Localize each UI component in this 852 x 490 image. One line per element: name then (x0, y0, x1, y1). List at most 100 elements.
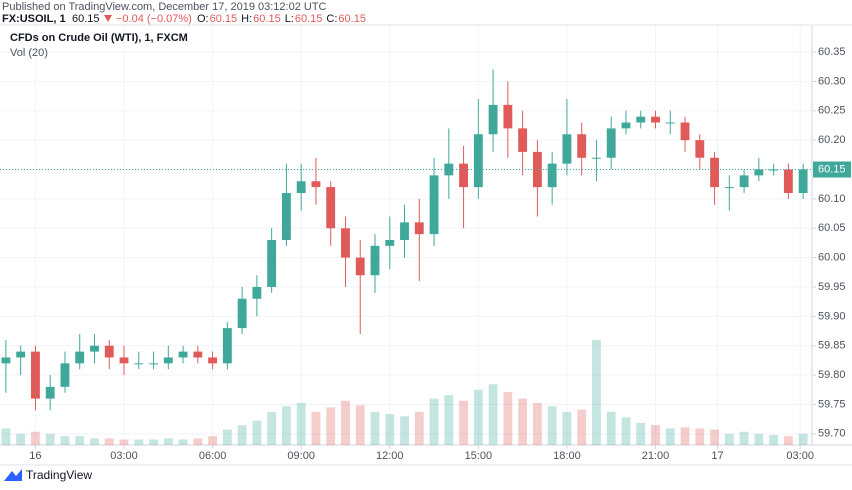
candle-body (104, 345, 114, 358)
candle-body (651, 116, 660, 123)
candle-body (695, 140, 705, 158)
logo (4, 469, 22, 481)
candle-body (370, 245, 380, 276)
candle-body (562, 134, 572, 164)
candle-body (783, 169, 793, 193)
x-tick-label: 09:00 (287, 450, 315, 462)
candle-body (680, 122, 690, 141)
volume-bar (1, 428, 11, 445)
volume-bar (326, 407, 336, 445)
y-tick-label: 60.05 (818, 222, 846, 234)
volume-bar (798, 433, 808, 445)
candle-body (134, 363, 144, 365)
candle-body (444, 163, 454, 176)
volume-bar (651, 425, 660, 445)
x-tick-label: 15:00 (465, 450, 493, 462)
candle-body (414, 222, 424, 235)
volume-bar (769, 435, 779, 445)
y-tick-label: 59.80 (818, 369, 846, 381)
volume-bar (444, 395, 454, 445)
volume-bar (90, 438, 99, 445)
volume-bar (75, 436, 85, 445)
candle-body (31, 351, 40, 399)
y-tick-label: 60.30 (818, 75, 846, 87)
y-tick-label: 59.75 (818, 398, 846, 410)
candle-body (252, 286, 262, 299)
candle-body (488, 104, 498, 135)
volume-bar (149, 439, 158, 445)
candle-body (385, 239, 395, 246)
volume-bar (695, 428, 705, 445)
ohlc-value: 60.15 (295, 13, 323, 25)
x-tick-label: 03:00 (786, 450, 814, 462)
candle-body (665, 122, 675, 124)
candle-body (769, 169, 779, 171)
volume-bar (400, 416, 409, 445)
last-price: 60.15 (72, 13, 100, 25)
volume-bar (503, 391, 513, 445)
candle-body (60, 363, 70, 387)
volume-bar (104, 438, 114, 445)
published: Published on TradingView.com, December 1… (2, 1, 327, 13)
volume-bar (532, 403, 542, 445)
volume-bar (193, 438, 203, 445)
volume-bar (429, 398, 439, 445)
brand: TradingView (26, 468, 92, 482)
volume-bar (267, 411, 277, 445)
candle-body (193, 351, 203, 358)
change: −0.04 (−0.07%) (116, 13, 192, 25)
candle-body (592, 157, 601, 159)
candle-body (798, 169, 808, 193)
ohlc-label: O: (197, 13, 209, 25)
x-tick-label: 18:00 (553, 450, 581, 462)
candle-body (606, 128, 616, 158)
candle-body (296, 181, 306, 193)
y-tick-label: 59.85 (818, 340, 846, 352)
candle-body (119, 357, 129, 364)
symbol: FX:USOIL, 1 (2, 13, 66, 25)
y-tick-label: 59.70 (818, 428, 846, 440)
volume-bar (237, 425, 247, 445)
candle-body (636, 116, 646, 123)
volume-bar (636, 422, 646, 445)
volume-bar (296, 403, 306, 445)
volume-bar (459, 400, 469, 445)
volume-bar (665, 428, 675, 445)
volume-bar (518, 398, 528, 445)
volume-bar (754, 433, 764, 445)
volume-bar (252, 420, 262, 445)
plot (0, 25, 816, 449)
candle-body (503, 104, 513, 129)
candle-body (547, 163, 557, 188)
candle-body (577, 134, 587, 158)
volume-bar (621, 417, 631, 445)
volume-bar (473, 389, 483, 445)
candle-body (518, 128, 528, 152)
candle-body (326, 187, 336, 229)
volume-bar (45, 433, 55, 445)
volume-bar (680, 427, 690, 445)
y-tick-label: 60.20 (818, 134, 846, 146)
candle-body (400, 222, 409, 240)
last-price-box (813, 161, 851, 178)
volume-bar (178, 439, 188, 445)
ohlc-value: 60.15 (253, 13, 281, 25)
volume-bar (488, 384, 498, 445)
candle-body (739, 175, 749, 188)
ohlc-value: 60.15 (338, 13, 366, 25)
volume-bar (710, 429, 719, 445)
ohlc: O: 60.15 H: 60.15 L: 60.15 C: 60.15 (197, 13, 366, 25)
volume-bar (311, 411, 321, 445)
volume-bar (562, 411, 572, 445)
candle-body (710, 157, 719, 188)
candle-body (267, 239, 277, 287)
volume-bar (134, 439, 144, 445)
x-tick-label: 06:00 (199, 450, 227, 462)
volume-bar (163, 438, 173, 445)
volume-bar (547, 406, 557, 445)
volume-bar (577, 409, 587, 445)
x-tick-label: 12:00 (376, 450, 404, 462)
x-tick-label: 21:00 (642, 450, 670, 462)
chart-title: CFDs on Crude Oil (WTI), 1, FXCM (10, 32, 188, 44)
volume-bar (414, 411, 424, 445)
